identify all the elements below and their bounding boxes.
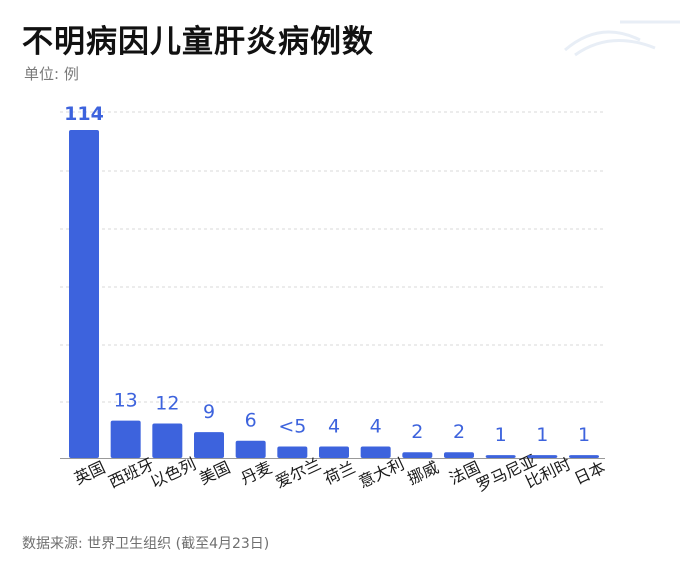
unit-label: 单位: 例 bbox=[24, 65, 79, 83]
bar bbox=[319, 446, 349, 458]
chart-title: 不明病因儿童肝炎病例数 bbox=[22, 24, 374, 60]
bar bbox=[444, 452, 474, 458]
value-label: 1 bbox=[495, 424, 507, 446]
value-label: 2 bbox=[453, 421, 465, 443]
category-label: 荷兰 bbox=[321, 458, 358, 489]
bar bbox=[69, 130, 99, 458]
value-label: 13 bbox=[114, 390, 138, 412]
bar bbox=[235, 440, 266, 458]
value-label: 1 bbox=[536, 424, 548, 446]
value-label: 4 bbox=[370, 415, 382, 437]
bar bbox=[194, 432, 224, 458]
value-label: 1 bbox=[578, 424, 590, 446]
bar bbox=[110, 420, 141, 458]
value-label: 6 bbox=[245, 410, 257, 432]
value-label: 2 bbox=[411, 421, 423, 443]
value-label: 12 bbox=[155, 392, 179, 414]
bar bbox=[152, 423, 183, 458]
category-label: 美国 bbox=[196, 458, 233, 489]
category-label: 丹麦 bbox=[238, 458, 275, 489]
data-source-note: 数据来源: 世界卫生组织 (截至4月23日) bbox=[22, 536, 270, 552]
value-label: 114 bbox=[64, 103, 104, 125]
category-label: 英国 bbox=[71, 458, 108, 489]
value-label: 9 bbox=[203, 401, 215, 423]
value-label: 4 bbox=[328, 415, 340, 437]
bar bbox=[402, 452, 433, 458]
category-label: 以色列 bbox=[147, 454, 199, 492]
category-label: 挪威 bbox=[404, 458, 441, 489]
value-label: <5 bbox=[278, 415, 306, 437]
bar bbox=[527, 455, 558, 458]
bar bbox=[360, 446, 391, 458]
category-label: 意大利 bbox=[356, 454, 408, 492]
bar bbox=[277, 446, 308, 458]
category-label: 日本 bbox=[571, 458, 608, 489]
watermark-logo bbox=[564, 20, 680, 57]
bar bbox=[485, 455, 516, 458]
category-label: 爱尔兰 bbox=[272, 454, 324, 492]
bar bbox=[569, 455, 599, 458]
